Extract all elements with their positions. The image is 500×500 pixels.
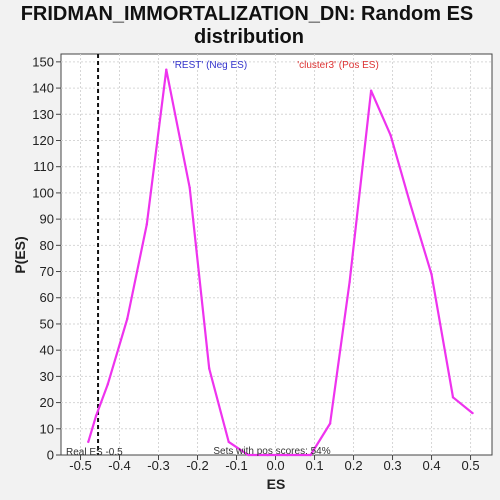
x-tick-label: 0.0 bbox=[266, 458, 284, 473]
series-point bbox=[328, 422, 332, 425]
x-tick-label: 0.2 bbox=[344, 458, 362, 473]
series-point bbox=[227, 440, 230, 444]
x-axis-label: ES bbox=[267, 476, 286, 492]
y-tick-label: 140 bbox=[32, 81, 54, 96]
series-point bbox=[369, 89, 373, 92]
series-point bbox=[247, 453, 250, 457]
y-tick-label: 10 bbox=[40, 421, 54, 436]
y-tick-label: 100 bbox=[32, 185, 54, 200]
y-tick-label: 150 bbox=[32, 54, 54, 69]
y-axis-label: P(ES) bbox=[12, 236, 28, 273]
sets-pos-scores-label: Sets with pos scores: 54% bbox=[213, 446, 330, 457]
y-tick-label: 0 bbox=[47, 448, 54, 463]
series-point bbox=[106, 383, 110, 386]
x-tick-label: 0.5 bbox=[462, 458, 480, 473]
y-tick-label: 130 bbox=[32, 107, 54, 122]
series-point bbox=[430, 272, 433, 276]
y-tick-label: 90 bbox=[40, 212, 54, 227]
y-tick-label: 120 bbox=[32, 133, 54, 148]
series-point bbox=[208, 367, 211, 370]
neg-es-label: 'REST' (Neg ES) bbox=[173, 60, 247, 71]
series-point bbox=[451, 396, 455, 399]
plot-area bbox=[60, 53, 493, 456]
chart-title-line-1: FRIDMAN_IMMORTALIZATION_DN: Random ES bbox=[21, 3, 474, 25]
y-tick-label: 80 bbox=[40, 238, 54, 253]
series-point bbox=[309, 453, 312, 457]
x-tick-label: 0.4 bbox=[423, 458, 441, 473]
series-point bbox=[145, 223, 149, 226]
y-tick-label: 110 bbox=[33, 159, 54, 174]
x-tick-label: 0.1 bbox=[305, 458, 323, 473]
y-tick-label: 40 bbox=[40, 343, 54, 358]
pos-es-label: 'cluster3' (Pos ES) bbox=[297, 60, 379, 71]
series-layer bbox=[87, 68, 474, 457]
y-axis-ticks: 0 10 20 30 40 50 60 70 80 90 100 110 120 130 140 150 bbox=[32, 54, 61, 463]
x-tick-label: -0.1 bbox=[225, 458, 247, 473]
chart-title-line-2: distribution bbox=[194, 26, 304, 48]
series-point bbox=[408, 202, 412, 205]
y-tick-label: 30 bbox=[40, 369, 54, 384]
series-point bbox=[389, 134, 392, 137]
y-tick-label: 50 bbox=[40, 316, 54, 331]
series-point bbox=[348, 280, 351, 284]
x-tick-label: -0.3 bbox=[147, 458, 169, 473]
series-point bbox=[286, 453, 289, 457]
x-tick-label: 0.3 bbox=[383, 458, 401, 473]
y-tick-label: 60 bbox=[40, 290, 54, 305]
x-tick-label: -0.4 bbox=[108, 458, 130, 473]
x-tick-label: -0.5 bbox=[69, 458, 91, 473]
y-tick-label: 20 bbox=[40, 395, 54, 410]
series-point bbox=[188, 186, 191, 189]
x-axis-ticks: -0.5 -0.4 -0.3 -0.2 -0.1 0.0 0.1 0.2 0.3 0.4 0.5 bbox=[69, 455, 480, 473]
real-es-label: Real ES -0.5 bbox=[66, 447, 123, 458]
series-point bbox=[126, 317, 129, 320]
series-point bbox=[87, 440, 90, 444]
series-point bbox=[266, 453, 269, 457]
series-point bbox=[471, 411, 474, 415]
series-point bbox=[94, 414, 98, 417]
series-point bbox=[165, 68, 168, 71]
x-tick-label: -0.2 bbox=[186, 458, 208, 473]
y-tick-label: 70 bbox=[40, 264, 54, 279]
